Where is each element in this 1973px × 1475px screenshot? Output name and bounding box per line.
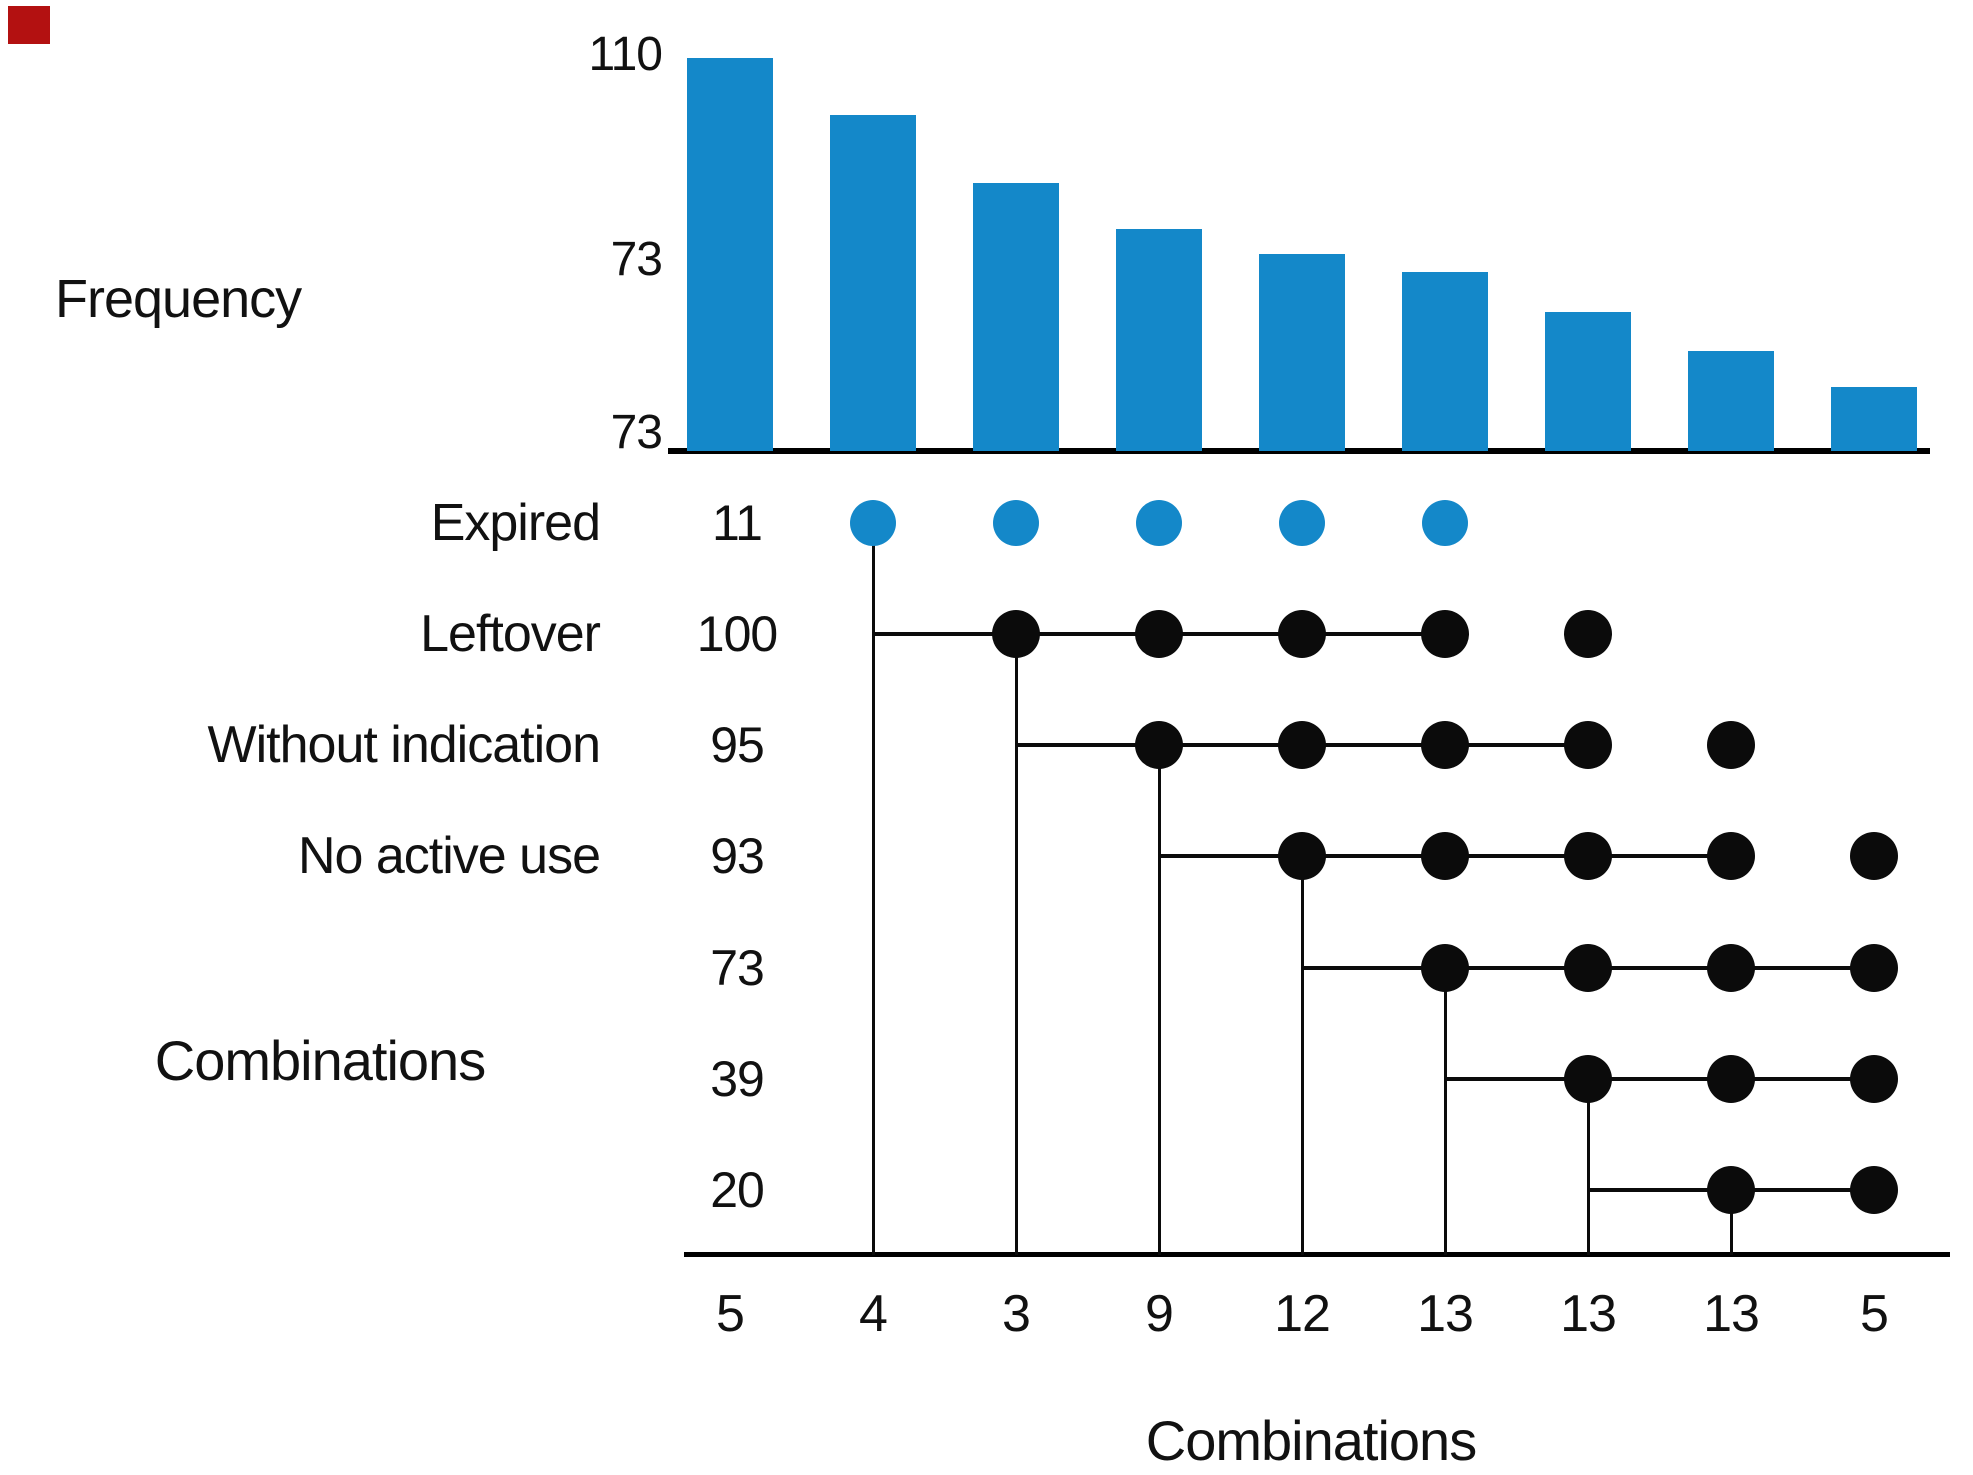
matrix-dot [1707, 1166, 1755, 1214]
x-axis-category: 13 [1560, 1285, 1617, 1343]
matrix-dot [1278, 721, 1326, 769]
frequency-axis-label: Frequency [55, 269, 302, 329]
row-label: Expired [430, 494, 601, 552]
matrix-dot [1564, 944, 1612, 992]
row-value: 39 [710, 1051, 765, 1107]
matrix-dot [1136, 500, 1182, 546]
drop-line [1444, 968, 1447, 1255]
y-tick-73-mid: 73 [610, 233, 663, 286]
x-axis-category: 13 [1417, 1285, 1474, 1343]
drop-line [1301, 856, 1304, 1255]
matrix-dot [1421, 832, 1469, 880]
matrix-dot [1421, 721, 1469, 769]
matrix-dot [1707, 1055, 1755, 1103]
frequency-bar [1688, 351, 1774, 451]
y-tick-110: 110 [588, 28, 663, 81]
frequency-bar [1259, 254, 1345, 451]
row-value: 95 [710, 717, 765, 773]
red-square-marker [8, 6, 50, 44]
row-label: Leftover [420, 605, 601, 663]
matrix-dot [1421, 944, 1469, 992]
frequency-bar [1831, 387, 1917, 451]
frequency-bar [1116, 229, 1202, 451]
row-value: 20 [710, 1162, 765, 1218]
frequency-bar [687, 58, 773, 451]
x-axis-category: 5 [716, 1285, 745, 1343]
x-axis-category: 12 [1274, 1285, 1331, 1343]
matrix-dot [1850, 944, 1898, 992]
frequency-bar [1545, 312, 1631, 451]
matrix-dot [1564, 610, 1612, 658]
x-axis-category: 5 [1860, 1285, 1889, 1343]
matrix-dot [993, 500, 1039, 546]
matrix-dot [1564, 832, 1612, 880]
matrix-dot [1707, 832, 1755, 880]
matrix-dot [1422, 500, 1468, 546]
matrix-dot [1279, 500, 1325, 546]
x-axis-category: 13 [1703, 1285, 1760, 1343]
matrix-dot [1564, 721, 1612, 769]
row-value: 73 [710, 940, 765, 996]
frequency-bar [1402, 272, 1488, 451]
drop-line [1015, 634, 1018, 1255]
x-axis-category: 9 [1145, 1285, 1174, 1343]
row-value: 93 [710, 828, 765, 884]
row-label: No active use [297, 827, 601, 885]
matrix-dot [1135, 721, 1183, 769]
matrix-dot [1421, 610, 1469, 658]
row-value: 100 [696, 606, 778, 662]
x-axis-category: 4 [859, 1285, 888, 1343]
matrix-dot [1278, 832, 1326, 880]
row-label: Without indication [207, 716, 601, 774]
matrix-dot [1850, 1166, 1898, 1214]
frequency-bar [973, 183, 1059, 451]
matrix-dot [1850, 1055, 1898, 1103]
matrix-dot [1278, 610, 1326, 658]
combinations-left-label: Combinations [154, 1029, 486, 1092]
matrix-dot [1135, 610, 1183, 658]
matrix-dot [1707, 721, 1755, 769]
matrix-dot [1707, 944, 1755, 992]
drop-line [1730, 1190, 1733, 1255]
drop-line [872, 523, 875, 1255]
matrix-dot [1564, 1055, 1612, 1103]
matrix-dot [992, 610, 1040, 658]
connector-line [1445, 1077, 1874, 1081]
y-tick-73-base: 73 [610, 406, 663, 459]
matrix-dot [1850, 832, 1898, 880]
combinations-bottom-label: Combinations [1145, 1409, 1477, 1472]
row-value: 11 [712, 495, 763, 551]
frequency-baseline-axis [668, 448, 1930, 454]
drop-line [1158, 745, 1161, 1255]
x-axis-category: 3 [1002, 1285, 1031, 1343]
combinations-bottom-axis [684, 1252, 1950, 1257]
drop-line [1587, 1079, 1590, 1255]
frequency-bar [830, 115, 916, 451]
matrix-dot [850, 500, 896, 546]
